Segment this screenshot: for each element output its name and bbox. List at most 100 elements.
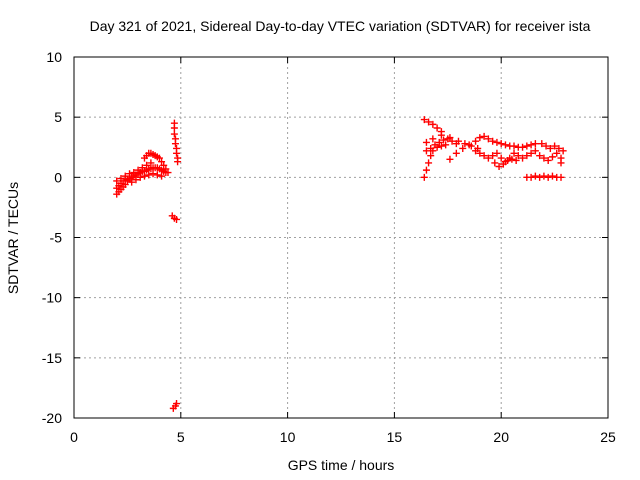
data-point [548,172,556,180]
data-point [117,175,125,183]
data-point [128,178,136,186]
data-point [173,149,181,157]
data-point [121,181,129,189]
y-tick-label: -5 [50,230,63,246]
data-point [476,149,484,157]
data-point [551,142,559,150]
x-tick-label: 10 [280,429,296,445]
data-point [527,141,535,149]
data-point [427,144,435,152]
y-tick-label: -20 [42,410,62,426]
data-point [484,154,492,162]
data-point [495,163,503,171]
y-tick-label: 5 [54,109,62,125]
grid [74,57,608,418]
x-axis-ticks: 0 5 10 15 20 25 [70,57,616,445]
x-tick-label: 0 [70,429,78,445]
data-point [171,140,179,148]
x-axis-label: GPS time / hours [288,457,395,473]
data-point [113,177,121,185]
x-tick-label: 15 [387,429,403,445]
data-point [493,138,501,146]
data-point [420,173,428,181]
data-point [446,134,454,142]
data-point [155,154,163,162]
data-point [461,140,469,148]
data-point [433,124,441,132]
data-point [527,173,535,181]
data-point [130,169,138,177]
data-point [440,136,448,144]
data-point [559,147,567,155]
data-point [422,138,430,146]
data-points [113,116,567,412]
data-point [504,156,512,164]
data-point [459,144,467,152]
data-point [523,152,531,160]
data-point [422,166,430,174]
data-point [437,142,445,150]
data-point [174,158,182,166]
data-point [544,173,552,181]
data-point [442,141,450,149]
data-point [497,154,505,162]
data-point [136,173,144,181]
data-point [519,143,527,151]
data-point [425,159,433,167]
data-point [422,147,430,155]
data-point [454,137,462,145]
x-tick-label: 20 [493,429,509,445]
data-point [493,149,501,157]
data-point [121,172,129,180]
data-point [472,137,480,145]
data-point [544,156,552,164]
data-point [452,149,460,157]
data-point [523,142,531,150]
data-point [437,131,445,139]
data-point [158,172,166,180]
data-point [147,159,155,167]
data-point [149,170,157,178]
data-point [527,149,535,157]
data-point [540,154,548,162]
data-point [536,173,544,181]
y-tick-label: 0 [54,169,62,185]
x-tick-label: 25 [600,429,616,445]
data-point [138,164,146,172]
data-point [472,147,480,155]
data-point [448,137,456,145]
data-point [557,159,565,167]
data-point [480,132,488,140]
y-tick-label: 10 [46,49,62,65]
data-point [510,149,518,157]
data-point [476,134,484,142]
y-axis-ticks: 10 5 0 -5 -10 -15 -20 [42,49,608,426]
data-point [548,153,556,161]
data-point [446,155,454,163]
data-point [143,161,151,169]
data-point [540,172,548,180]
data-point [173,400,181,408]
data-point [145,171,153,179]
data-point [501,141,509,149]
data-point [162,165,170,173]
data-point [531,172,539,180]
data-point [427,152,435,160]
data-point [123,176,131,184]
data-point [491,159,499,167]
data-point [431,141,439,149]
y-axis-label: SDTVAR / TECUs [5,182,21,294]
y-tick-label: -10 [42,290,62,306]
data-point [538,140,546,148]
data-point [489,137,497,145]
data-point [429,120,437,128]
data-point [160,161,168,169]
data-point [519,154,527,162]
data-point [173,215,181,223]
data-point [497,140,505,148]
data-point [164,169,172,177]
data-point [465,141,473,149]
data-point [484,135,492,143]
data-point [512,156,520,164]
